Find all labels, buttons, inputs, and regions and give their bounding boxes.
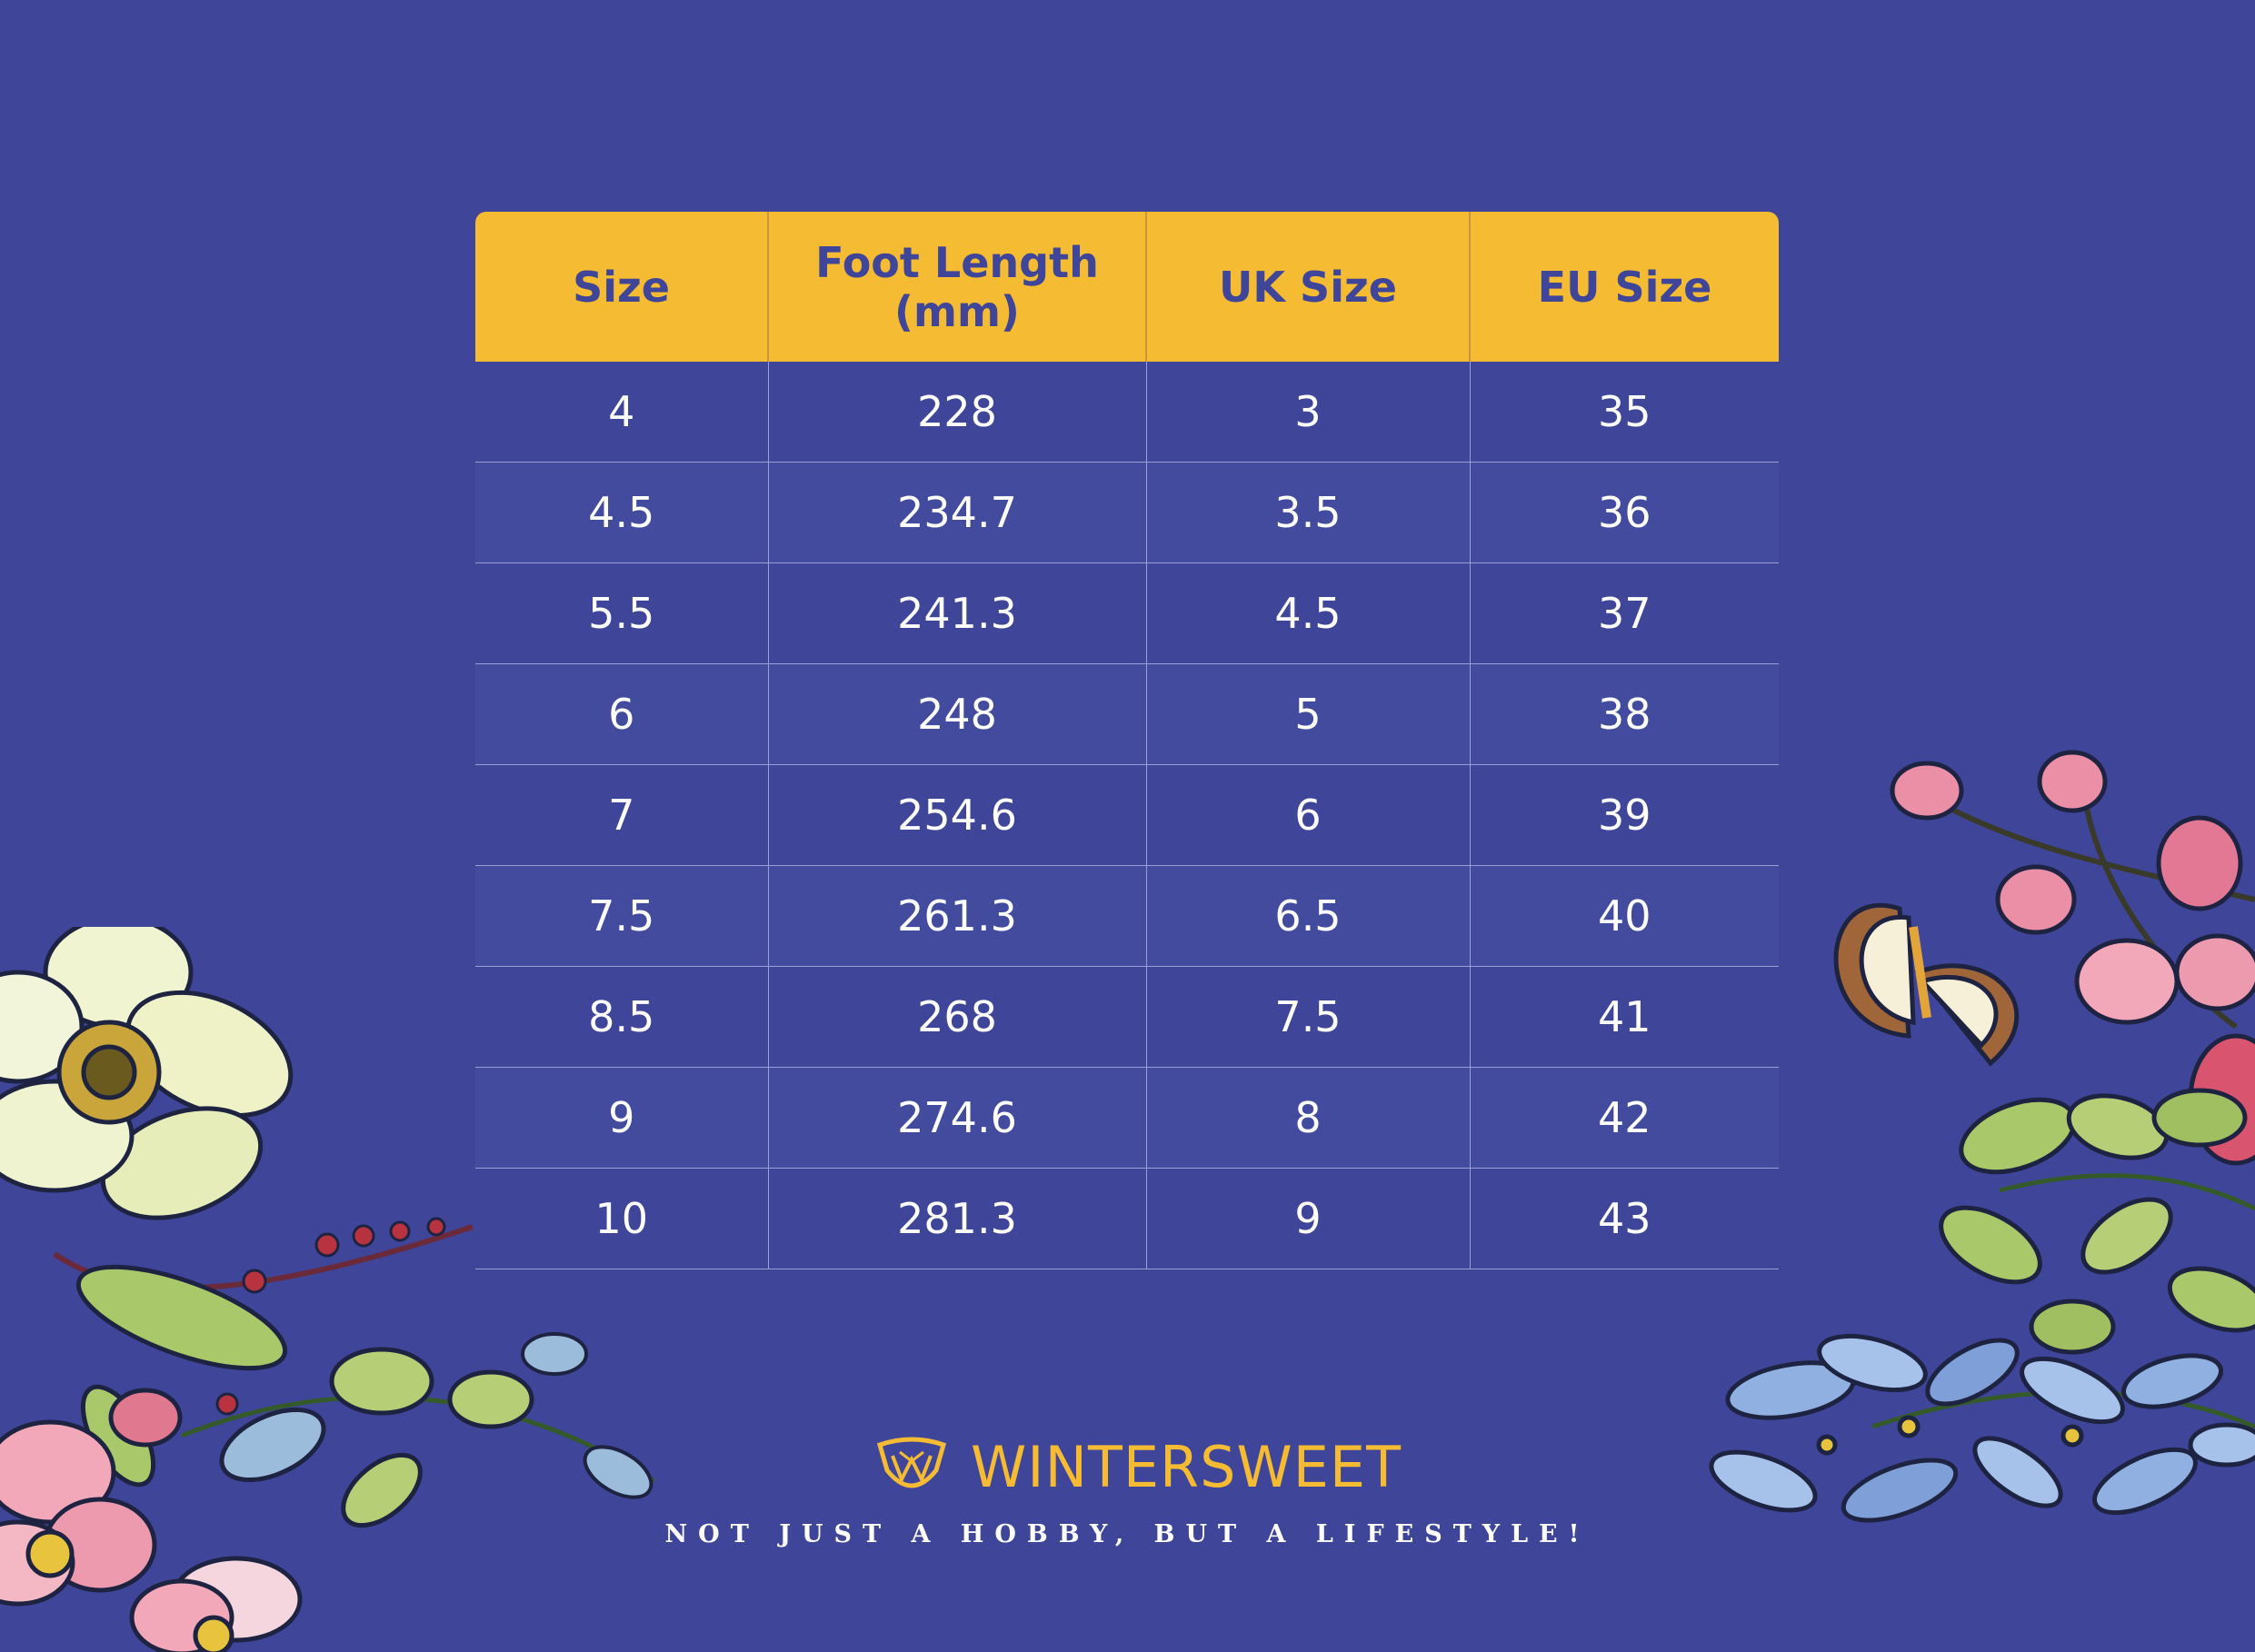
cell-uk-size: 8: [1146, 1067, 1471, 1169]
cell-eu-size: 40: [1470, 865, 1779, 967]
cell-foot-length: 261.3: [768, 865, 1147, 967]
cell-size: 4: [475, 362, 769, 463]
header-eu-size: EU Size: [1470, 212, 1779, 362]
cell-foot-length: 228: [768, 362, 1147, 463]
cell-foot-length: 268: [768, 966, 1147, 1068]
table-row: 4.5 234.7 3.5 36: [475, 462, 1779, 563]
cell-eu-size: 43: [1470, 1168, 1779, 1269]
size-chart-table: Size Foot Length (mm) UK Size EU Size 4 …: [475, 212, 1779, 1269]
cell-foot-length: 248: [768, 663, 1147, 765]
table-row: 5.5 241.3 4.5 37: [475, 562, 1779, 664]
cell-eu-size: 41: [1470, 966, 1779, 1068]
cell-uk-size: 3.5: [1146, 462, 1471, 563]
header-size: Size: [475, 212, 769, 362]
brand-logo: WINTERSWEET: [873, 1434, 1401, 1499]
left-floral-decoration: [0, 927, 656, 1652]
cell-size: 6: [475, 663, 769, 765]
table-row: 8.5 268 7.5 41: [475, 966, 1779, 1068]
header-uk-size: UK Size: [1146, 212, 1471, 362]
cell-size: 4.5: [475, 462, 769, 563]
header-foot-length: Foot Length (mm): [768, 212, 1147, 362]
cell-size: 8.5: [475, 966, 769, 1068]
cell-foot-length: 281.3: [768, 1168, 1147, 1269]
cell-uk-size: 3: [1146, 362, 1471, 463]
cell-uk-size: 6: [1146, 764, 1471, 866]
cell-size: 10: [475, 1168, 769, 1269]
cell-size: 7: [475, 764, 769, 866]
table-row: 10 281.3 9 43: [475, 1168, 1779, 1269]
table-row: 9 274.6 8 42: [475, 1067, 1779, 1169]
cell-eu-size: 38: [1470, 663, 1779, 765]
table-header-row: Size Foot Length (mm) UK Size EU Size: [475, 212, 1779, 362]
right-floral-decoration: [1709, 750, 2255, 1523]
brand-tagline: NOT JUST A HOBBY, BUT A LIFESTYLE!: [664, 1520, 1591, 1548]
cell-eu-size: 35: [1470, 362, 1779, 463]
cell-eu-size: 42: [1470, 1067, 1779, 1169]
table-row: 4 228 3 35: [475, 362, 1779, 463]
table-row: 7 254.6 6 39: [475, 764, 1779, 866]
table-row: 7.5 261.3 6.5 40: [475, 865, 1779, 967]
wintersweet-logo-icon: [876, 1437, 947, 1488]
cell-uk-size: 6.5: [1146, 865, 1471, 967]
cell-uk-size: 5: [1146, 663, 1471, 765]
table-row: 6 248 5 38: [475, 663, 1779, 765]
cell-uk-size: 9: [1146, 1168, 1471, 1269]
cell-foot-length: 234.7: [768, 462, 1147, 563]
cell-size: 9: [475, 1067, 769, 1169]
cell-size: 7.5: [475, 865, 769, 967]
cell-eu-size: 39: [1470, 764, 1779, 866]
cell-uk-size: 7.5: [1146, 966, 1471, 1068]
cell-foot-length: 254.6: [768, 764, 1147, 866]
cell-uk-size: 4.5: [1146, 562, 1471, 664]
cell-eu-size: 37: [1470, 562, 1779, 664]
cell-size: 5.5: [475, 562, 769, 664]
cell-foot-length: 274.6: [768, 1067, 1147, 1169]
cell-foot-length: 241.3: [768, 562, 1147, 664]
brand-name: WINTERSWEET: [971, 1434, 1402, 1500]
cell-eu-size: 36: [1470, 462, 1779, 563]
